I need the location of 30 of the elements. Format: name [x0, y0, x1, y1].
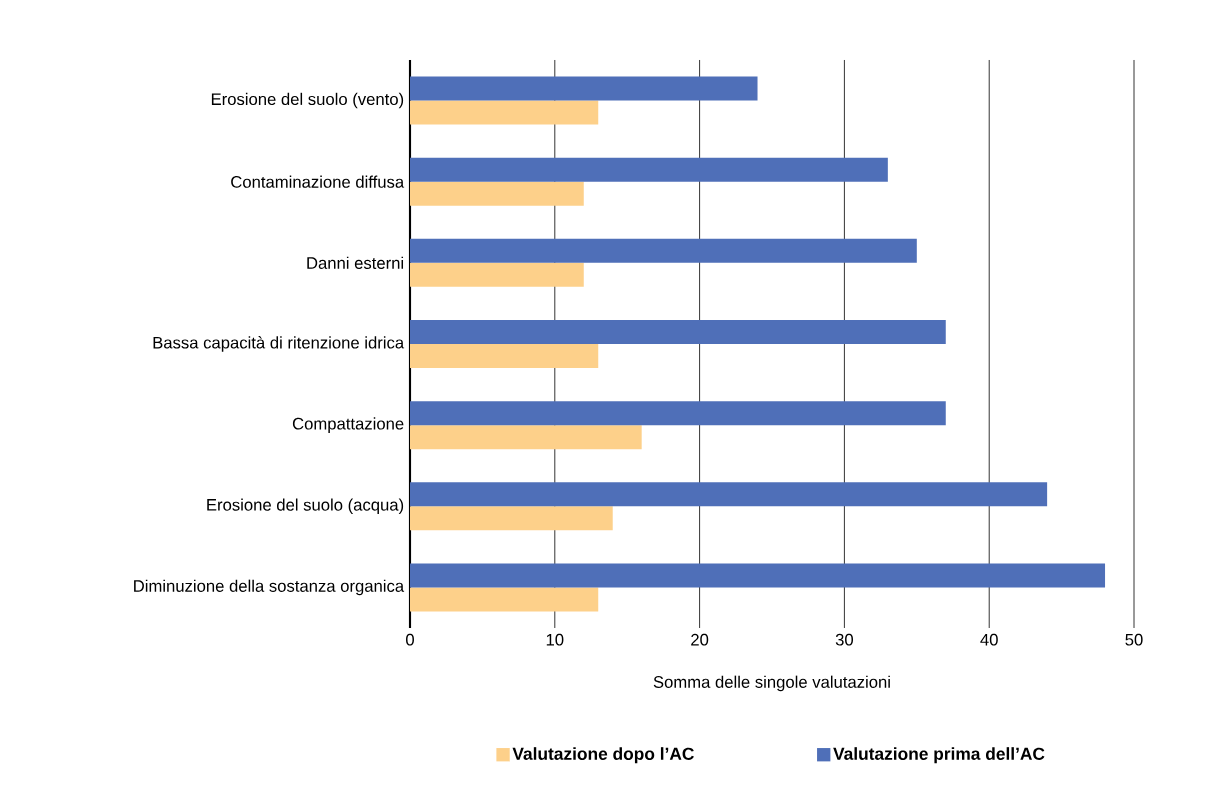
y-tick-label: Compattazione	[292, 417, 404, 433]
x-axis-title: Somma delle singole valutazioni	[653, 675, 890, 692]
bar	[410, 563, 1106, 588]
y-tick-label: Contaminazione diffusa	[231, 175, 405, 188]
x-tick-label: 50	[1125, 633, 1143, 646]
x-tick-label: 0	[406, 633, 414, 646]
y-tick-label: Erosione del suolo (vento)	[211, 92, 404, 109]
bar	[410, 343, 599, 368]
y-tick-label: Diminuzione della sostanza organica	[134, 579, 405, 596]
bar	[410, 482, 1048, 507]
bar	[410, 506, 613, 531]
x-tick-label: 30	[835, 633, 854, 646]
bar	[410, 181, 584, 206]
bar	[410, 100, 599, 125]
bar	[410, 587, 599, 612]
legend-label: Valutazione prima dell’AC	[833, 747, 1045, 764]
legend-label: Valutazione dopo l’AC	[512, 747, 694, 764]
y-tick-label: Erosione del suolo (acqua)	[207, 498, 404, 515]
bar	[410, 425, 642, 450]
bar	[410, 157, 888, 182]
bar	[410, 262, 584, 287]
bar	[410, 401, 946, 426]
y-tick-label: Danni esterni	[307, 256, 404, 269]
bar	[410, 238, 917, 263]
x-tick-label: 10	[546, 633, 564, 646]
x-tick-label: 40	[980, 633, 998, 646]
bar	[410, 319, 946, 344]
bar	[410, 76, 758, 101]
x-tick-label: 20	[691, 633, 709, 646]
y-tick-label: Bassa capacità di ritenzione idrica	[153, 336, 405, 352]
